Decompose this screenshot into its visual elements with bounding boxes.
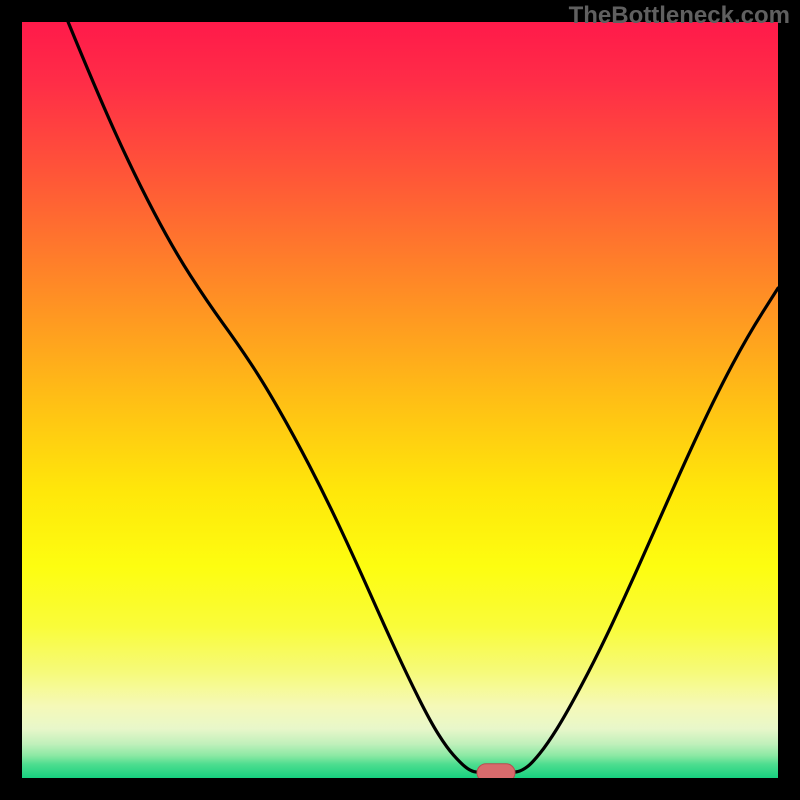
frame-bottom xyxy=(0,778,800,800)
bottleneck-chart xyxy=(0,0,800,800)
watermark-text: TheBottleneck.com xyxy=(569,2,790,30)
gradient-background xyxy=(22,22,778,778)
frame-left xyxy=(0,0,22,800)
frame-right xyxy=(778,0,800,800)
